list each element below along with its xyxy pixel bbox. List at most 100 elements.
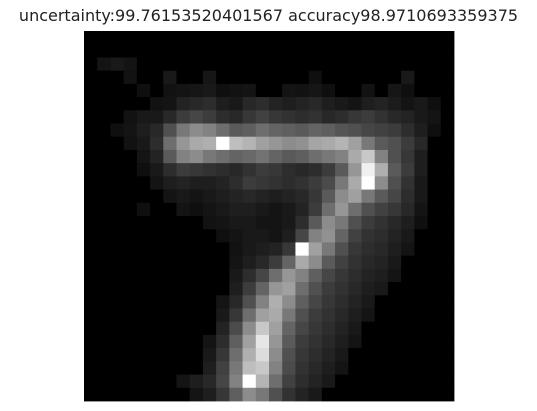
pixel: [414, 110, 428, 124]
pixel: [361, 110, 376, 124]
pixel: [282, 308, 296, 323]
pixel: [295, 149, 310, 164]
pixel: [242, 31, 257, 45]
pixel: [440, 387, 455, 402]
pixel: [189, 282, 204, 296]
pixel: [110, 31, 125, 45]
pixel: [84, 189, 98, 204]
pixel: [401, 308, 415, 323]
pixel: [123, 387, 138, 402]
pixel: [136, 321, 151, 336]
pixel: [335, 163, 349, 177]
pixel: [163, 136, 177, 151]
pixel: [414, 83, 428, 98]
pixel: [269, 110, 283, 124]
pixel: [136, 255, 151, 270]
pixel: [427, 136, 442, 151]
pixel: [84, 57, 98, 72]
pixel: [242, 361, 257, 375]
pixel: [282, 31, 296, 45]
pixel: [150, 334, 164, 349]
pixel: [97, 83, 111, 98]
pixel: [282, 202, 296, 217]
pixel: [163, 295, 177, 309]
pixel: [216, 123, 230, 138]
pixel: [84, 123, 98, 138]
pixel: [229, 334, 243, 349]
pixel: [282, 282, 296, 296]
pixel: [216, 97, 230, 111]
pixel: [321, 387, 336, 402]
pixel: [136, 374, 151, 389]
pixel: [308, 216, 323, 230]
pixel: [427, 202, 442, 217]
pixel: [229, 44, 243, 58]
pixel: [163, 176, 177, 190]
pixel: [255, 189, 270, 204]
pixel: [136, 348, 151, 362]
pixel: [414, 57, 428, 72]
pixel: [255, 321, 270, 336]
pixel: [216, 110, 230, 124]
pixel: [308, 110, 323, 124]
pixel: [216, 83, 230, 98]
pixel: [110, 97, 125, 111]
pixel: [321, 123, 336, 138]
pixel: [401, 123, 415, 138]
pixel: [374, 361, 389, 375]
pixel: [295, 202, 310, 217]
pixel: [255, 83, 270, 98]
pixel: [242, 387, 257, 402]
pixel: [282, 57, 296, 72]
pixel: [321, 189, 336, 204]
pixel: [255, 44, 270, 58]
pixel: [440, 374, 455, 389]
pixel: [427, 348, 442, 362]
pixel: [216, 44, 230, 58]
pixel: [150, 295, 164, 309]
pixel: [321, 163, 336, 177]
pixel: [216, 216, 230, 230]
pixel: [361, 189, 376, 204]
pixel: [440, 202, 455, 217]
pixel: [427, 176, 442, 190]
pixel: [308, 83, 323, 98]
pixel: [242, 136, 257, 151]
pixel: [361, 123, 376, 138]
pixel: [427, 110, 442, 124]
pixel: [189, 268, 204, 283]
pixel: [374, 57, 389, 72]
pixel: [163, 387, 177, 402]
pixel: [414, 308, 428, 323]
pixel: [84, 268, 98, 283]
pixel: [202, 242, 217, 257]
pixel: [308, 282, 323, 296]
pixel: [282, 70, 296, 85]
pixel: [387, 202, 402, 217]
pixel: [255, 97, 270, 111]
pixel: [189, 189, 204, 204]
pixel: [440, 44, 455, 58]
pixel: [84, 348, 98, 362]
pixel: [374, 321, 389, 336]
pixel: [255, 308, 270, 323]
pixel: [401, 31, 415, 45]
pixel: [335, 176, 349, 190]
pixel: [308, 202, 323, 217]
pixel: [84, 83, 98, 98]
pixel: [387, 136, 402, 151]
pixel: [374, 308, 389, 323]
pixel: [202, 189, 217, 204]
pixel: [136, 149, 151, 164]
pixel: [84, 255, 98, 270]
pixel: [176, 361, 191, 375]
pixel: [97, 149, 111, 164]
pixel: [202, 216, 217, 230]
pixel: [110, 242, 125, 257]
pixel: [374, 242, 389, 257]
pixel: [97, 136, 111, 151]
pixel: [163, 123, 177, 138]
pixel: [308, 97, 323, 111]
pixel: [97, 361, 111, 375]
pixel: [216, 189, 230, 204]
